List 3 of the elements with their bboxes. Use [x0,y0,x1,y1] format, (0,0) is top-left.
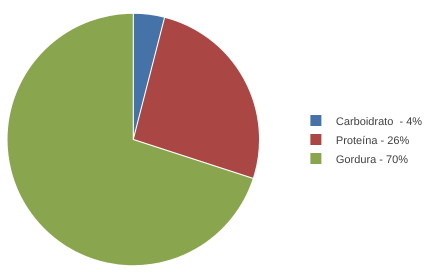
legend-label: Gordura - 70% [336,154,408,166]
legend-label: Proteína - 26% [336,134,410,147]
legend-label: Carboidrato - 4% [336,116,422,128]
